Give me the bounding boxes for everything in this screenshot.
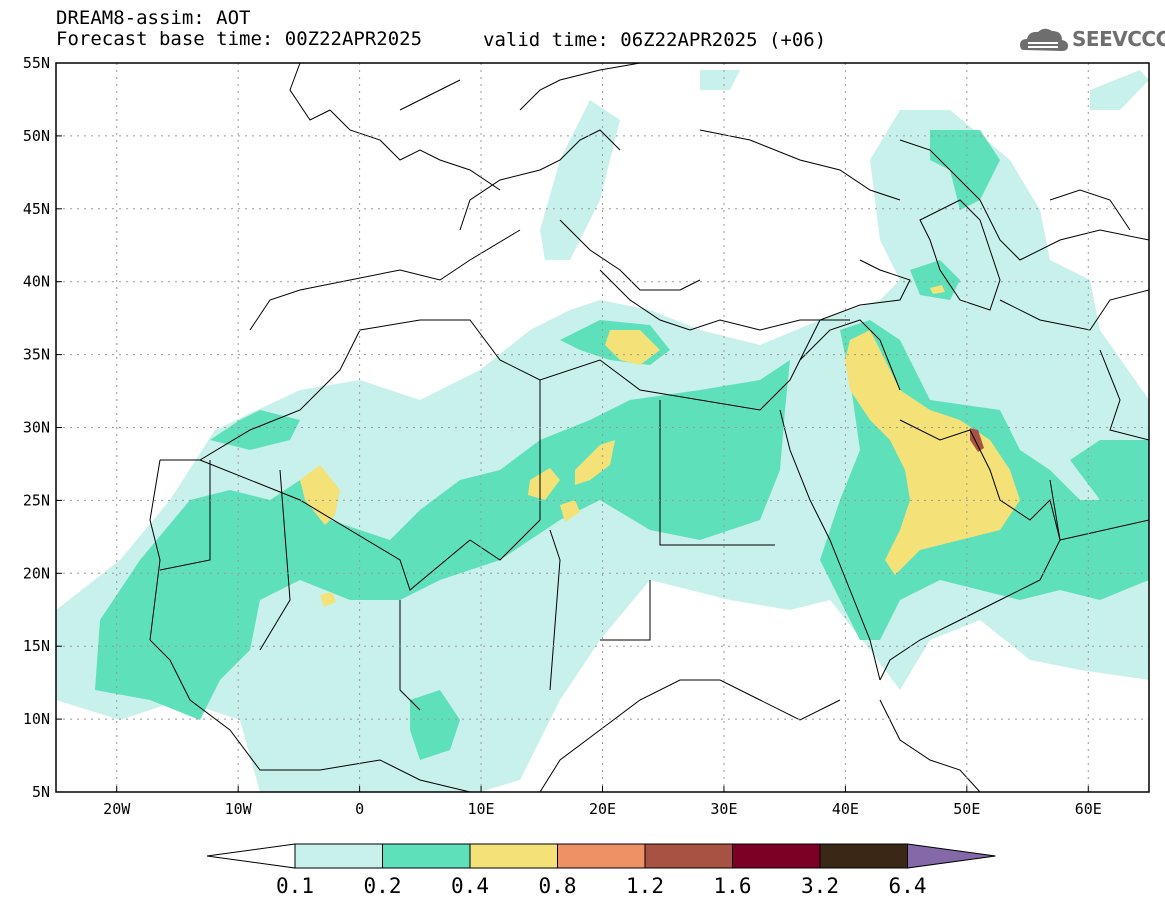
colorbar-swatch [819,843,908,869]
colorbar-level-label: 0.4 [451,874,489,898]
map-grid [56,63,1149,792]
colorbar-low-arrow [206,843,296,869]
colorbar-level-label: 6.4 [889,874,927,898]
lon-tick-label: 30E [710,800,737,818]
map-title: DREAM8-assim: AOT [56,7,251,29]
coastlines [149,63,1149,792]
lat-tick-label: 40N [23,273,50,291]
lat-tick-label: 10N [23,710,50,728]
colorbar-level-label: 0.2 [364,874,402,898]
colorbar-level-label: 3.2 [801,874,839,898]
colorbar-swatch [294,843,383,869]
aot-band-1-2 [970,428,984,452]
colorbar-level-label: 1.2 [626,874,664,898]
colorbar-swatch [557,843,646,869]
lat-tick-label: 5N [32,783,50,801]
valid-time: valid time: 06Z22APR2025 (+06) [483,29,827,51]
lon-tick-label: 10E [468,800,495,818]
lat-tick-label: 25N [23,491,50,509]
colorbar-level-label: 1.6 [714,874,752,898]
lon-tick-label: 10W [225,800,253,818]
lon-tick-label: 50E [953,800,980,818]
lat-tick-label: 35N [23,346,50,364]
lat-tick-label: 15N [23,637,50,655]
lon-tick-label: 40E [832,800,859,818]
aot-band-0-4 [300,285,1020,607]
lon-tick-label: 60E [1075,800,1102,818]
lat-tick-label: 20N [23,564,50,582]
lon-tick-label: 20W [103,800,131,818]
lat-tick-label: 30N [23,419,50,437]
colorbar-level-label: 0.8 [539,874,577,898]
lat-tick-label: 55N [23,54,50,72]
forecast-base-time: Forecast base time: 00Z22APR2025 [56,28,423,50]
axis-ticks: 55N 50N 45N 40N 35N 30N 25N 20N 15N 10N 5N 20W 10W 0 1… [23,54,1102,818]
cloud-logo-icon [1020,28,1068,51]
lat-tick-label: 45N [23,200,50,218]
lon-tick-label: 0 [355,800,364,818]
colorbar-level-label: 0.1 [276,874,314,898]
lon-tick-label: 20E [589,800,616,818]
colorbar-high-arrow [907,843,996,869]
colorbar-swatch [644,843,733,869]
colorbar-swatch [732,843,821,869]
lat-tick-label: 50N [23,127,50,145]
logo-text: SEEVCCC [1072,27,1165,51]
colorbar-swatch [469,843,558,869]
colorbar-swatch [382,843,471,869]
